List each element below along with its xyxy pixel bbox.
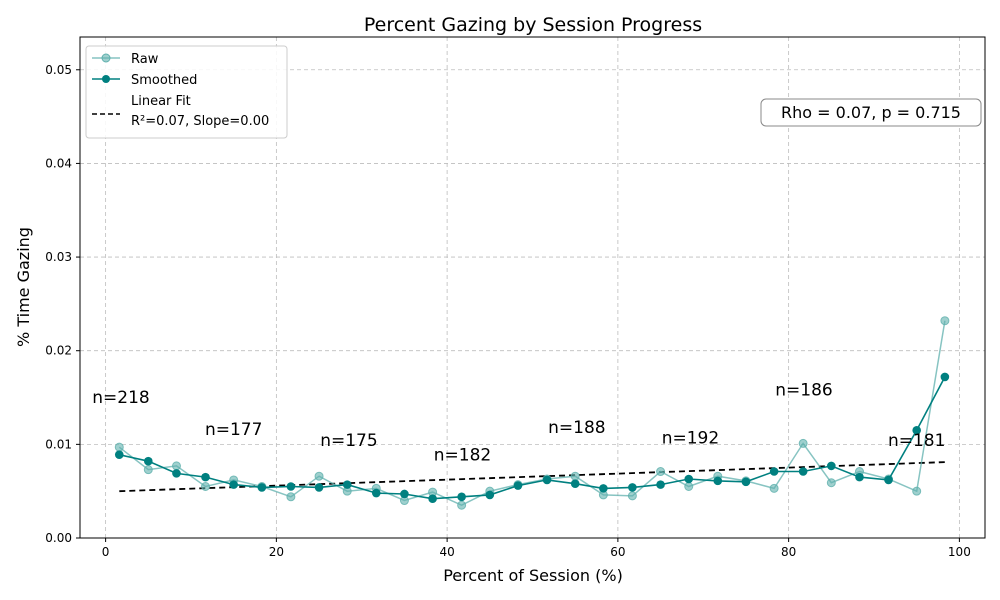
x-axis-ticks: 0 20 40 60 80 100	[102, 538, 971, 559]
x-tick-label: 100	[948, 545, 971, 559]
sample-size-annotation: n=218	[92, 388, 149, 408]
raw-series-layer	[114, 316, 950, 510]
stat-box-text: Rho = 0.07, p = 0.715	[781, 103, 961, 122]
raw-point	[684, 481, 694, 491]
smoothed-point	[257, 483, 267, 492]
smoothed-point	[172, 469, 181, 478]
smoothed-point	[599, 484, 608, 493]
smoothed-point	[201, 472, 210, 482]
linear-fit-line	[119, 461, 945, 493]
x-tick-label: 60	[610, 545, 625, 559]
legend-raw-marker	[101, 53, 111, 63]
smoothed-point	[628, 483, 637, 492]
smoothed-point	[542, 475, 552, 485]
raw-point	[457, 500, 467, 510]
smoothed-point	[741, 477, 751, 487]
smoothed-point	[570, 479, 580, 488]
chart-title: Percent Gazing by Session Progress	[364, 14, 702, 36]
smoothed-point	[371, 488, 381, 498]
smoothed-point	[286, 482, 296, 491]
smoothed-point	[855, 472, 864, 482]
raw-point	[114, 442, 124, 452]
raw-point	[940, 316, 950, 326]
y-tick-label: 0.03	[45, 250, 72, 264]
smoothed-point	[798, 467, 808, 476]
raw-point	[769, 483, 779, 493]
smoothed-point	[457, 492, 466, 502]
raw-point	[201, 481, 211, 491]
smoothed-point	[114, 450, 124, 459]
smoothed-point	[713, 476, 723, 486]
smoothed-series-line	[119, 376, 946, 500]
smoothed-point	[229, 480, 238, 489]
smoothed-point	[144, 456, 153, 466]
smoothed-point	[314, 483, 324, 492]
smoothed-point	[769, 467, 779, 476]
legend-fit-label: Linear Fit	[131, 94, 191, 109]
raw-point	[570, 471, 580, 481]
raw-point	[627, 491, 637, 501]
legend-fit-stats: R²=0.07, Slope=0.00	[131, 114, 269, 129]
plot-frame	[79, 36, 986, 539]
raw-point	[826, 478, 836, 488]
stat-box: Rho = 0.07, p = 0.715	[760, 98, 982, 127]
sample-size-annotation: n=181	[888, 431, 945, 451]
annotations: n=218 n=177 n=175 n=182 n=188 n=192 n=186 n=181	[92, 381, 945, 466]
x-tick-label: 40	[439, 545, 454, 559]
y-tick-label: 0.01	[45, 437, 72, 451]
smoothed-point	[884, 475, 893, 485]
stat-box-frame	[760, 98, 982, 127]
x-tick-label: 0	[102, 545, 110, 559]
smoothed-point	[400, 489, 409, 499]
smoothed-point	[513, 481, 523, 490]
raw-point	[171, 461, 181, 471]
y-tick-label: 0.00	[45, 531, 72, 545]
smoothed-point	[428, 494, 437, 503]
x-tick-label: 80	[781, 545, 796, 559]
y-tick-label: 0.04	[45, 156, 72, 170]
smoothed-point	[827, 461, 836, 471]
raw-point	[912, 486, 922, 496]
smoothed-point	[485, 490, 495, 500]
raw-point	[656, 467, 666, 477]
raw-point	[314, 471, 324, 481]
smoothed-series-layer	[114, 372, 950, 503]
legend: Raw Smoothed Linear Fit R²=0.07, Slope=0…	[85, 45, 288, 139]
raw-point	[143, 465, 153, 475]
raw-point	[286, 492, 296, 502]
y-tick-label: 0.05	[45, 63, 72, 77]
smoothed-point	[940, 372, 950, 382]
sample-size-annotation: n=182	[434, 445, 491, 465]
legend-smoothed-label: Smoothed	[131, 73, 197, 88]
x-axis-label: Percent of Session (%)	[443, 566, 623, 585]
smoothed-point	[656, 480, 665, 489]
smoothed-point	[342, 480, 352, 489]
raw-series-line	[118, 320, 946, 507]
y-axis-ticks: 0.00 0.01 0.02 0.03 0.04 0.05	[45, 63, 80, 545]
raw-point	[798, 438, 808, 448]
legend-box	[85, 45, 288, 139]
sample-size-annotation: n=192	[662, 428, 719, 448]
sample-size-annotation: n=186	[775, 381, 832, 401]
y-tick-label: 0.02	[45, 344, 72, 358]
sample-size-annotation: n=177	[205, 420, 262, 440]
smoothed-point	[912, 426, 921, 435]
smoothed-point	[684, 474, 694, 484]
legend-smoothed-marker	[102, 75, 110, 83]
fit-line-layer	[119, 461, 945, 493]
x-tick-label: 20	[269, 545, 284, 559]
legend-raw-label: Raw	[131, 52, 159, 67]
sample-size-annotation: n=175	[320, 431, 377, 451]
sample-size-annotation: n=188	[548, 418, 605, 438]
y-axis-label: % Time Gazing	[14, 227, 33, 347]
